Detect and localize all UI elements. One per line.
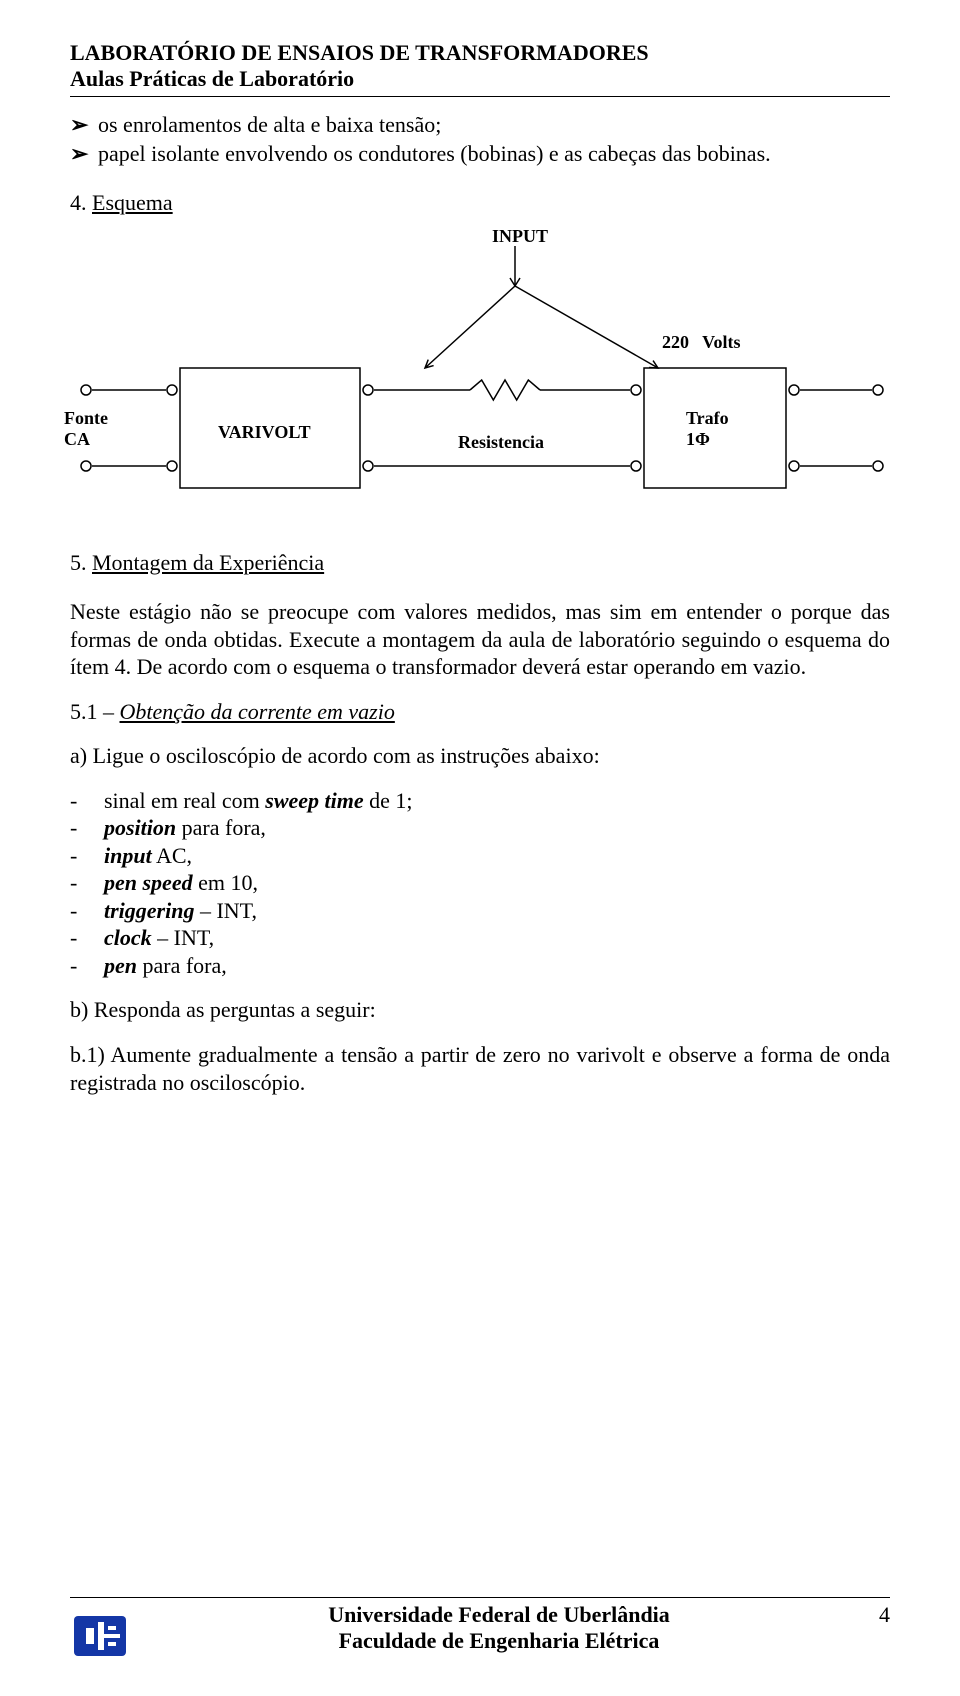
dash-item: -clock – INT, — [70, 924, 890, 952]
section-4-heading: 4. Esquema — [70, 190, 890, 216]
dash-list: -sinal em real com sweep time de 1;-posi… — [70, 787, 890, 980]
footer-logo — [70, 1602, 134, 1666]
arrow-icon: ➢ — [70, 140, 98, 169]
dash-item-text: sinal em real com sweep time de 1; — [104, 787, 413, 815]
dash-icon: - — [70, 952, 104, 980]
footer-row: Universidade Federal de Uberlândia Facul… — [70, 1602, 890, 1666]
bullet-list: ➢ os enrolamentos de alta e baixa tensão… — [70, 111, 890, 168]
dash-item-text: clock – INT, — [104, 924, 214, 952]
dash-icon: - — [70, 924, 104, 952]
dash-item-keyword: clock — [104, 925, 152, 950]
footer-page-number: 4 — [850, 1602, 890, 1628]
label-input: INPUT — [492, 226, 548, 247]
schematic-diagram: INPUT 220 Volts Fonte CA VARIVOLT Resist… — [70, 238, 890, 528]
footer-line2: Faculdade de Engenharia Elétrica — [148, 1628, 850, 1654]
dash-icon: - — [70, 842, 104, 870]
footer-text: Universidade Federal de Uberlândia Facul… — [148, 1602, 850, 1654]
subsection-5-1-heading: 5.1 – Obtenção da corrente em vazio — [70, 699, 890, 725]
dash-item-text: pen para fora, — [104, 952, 227, 980]
bullet-item: ➢ papel isolante envolvendo os condutore… — [70, 140, 890, 169]
label-varivolt: VARIVOLT — [218, 422, 311, 443]
paragraph-b1: b.1) Aumente gradualmente a tensão a par… — [70, 1041, 890, 1096]
sub51-title: Obtenção da corrente em vazio — [120, 699, 395, 724]
dash-icon: - — [70, 869, 104, 897]
dash-item-text: triggering – INT, — [104, 897, 257, 925]
dash-item: -sinal em real com sweep time de 1; — [70, 787, 890, 815]
section-5-num: 5. — [70, 550, 87, 575]
schematic-svg — [70, 238, 890, 528]
dash-item-text: pen speed em 10, — [104, 869, 258, 897]
dash-item-keyword: pen speed — [104, 870, 193, 895]
dash-item-text: position para fora, — [104, 814, 266, 842]
dash-item-text: input AC, — [104, 842, 192, 870]
header-subtitle: Aulas Práticas de Laboratório — [70, 66, 890, 92]
bullet-item: ➢ os enrolamentos de alta e baixa tensão… — [70, 111, 890, 140]
label-volts: 220 Volts — [662, 332, 741, 353]
dash-item: -pen speed em 10, — [70, 869, 890, 897]
label-trafo: Trafo 1Φ — [686, 408, 729, 450]
footer: Universidade Federal de Uberlândia Facul… — [70, 1597, 890, 1666]
section-5-title: Montagem da Experiência — [92, 550, 324, 575]
section-5-heading: 5. Montagem da Experiência — [70, 550, 890, 576]
section-4-title: Esquema — [92, 190, 173, 215]
footer-line1: Universidade Federal de Uberlândia — [148, 1602, 850, 1628]
dash-item-keyword: triggering — [104, 898, 194, 923]
logo-icon — [70, 1602, 134, 1666]
dash-item: -triggering – INT, — [70, 897, 890, 925]
dash-item-keyword: input — [104, 843, 152, 868]
bullet-text: papel isolante envolvendo os condutores … — [98, 140, 771, 169]
footer-rule — [70, 1597, 890, 1598]
header-title: LABORATÓRIO DE ENSAIOS DE TRANSFORMADORE… — [70, 40, 890, 66]
section-5-paragraph: Neste estágio não se preocupe com valore… — [70, 598, 890, 681]
page: LABORATÓRIO DE ENSAIOS DE TRANSFORMADORE… — [0, 0, 960, 1696]
dash-item-keyword: pen — [104, 953, 137, 978]
arrow-icon: ➢ — [70, 111, 98, 140]
item-a: a) Ligue o osciloscópio de acordo com as… — [70, 743, 890, 769]
item-b: b) Responda as perguntas a seguir: — [70, 997, 890, 1023]
header: LABORATÓRIO DE ENSAIOS DE TRANSFORMADORE… — [70, 40, 890, 97]
dash-item: -pen para fora, — [70, 952, 890, 980]
dash-item-keyword: sweep time — [265, 788, 363, 813]
bullet-text: os enrolamentos de alta e baixa tensão; — [98, 111, 441, 140]
dash-item: -input AC, — [70, 842, 890, 870]
dash-item-keyword: position — [104, 815, 176, 840]
sub51-num: 5.1 – — [70, 699, 120, 724]
label-resistencia: Resistencia — [458, 432, 544, 453]
dash-icon: - — [70, 814, 104, 842]
dash-icon: - — [70, 897, 104, 925]
header-rule — [70, 96, 890, 97]
dash-icon: - — [70, 787, 104, 815]
section-4-num: 4. — [70, 190, 87, 215]
dash-item: -position para fora, — [70, 814, 890, 842]
label-fonte: Fonte CA — [64, 408, 108, 450]
